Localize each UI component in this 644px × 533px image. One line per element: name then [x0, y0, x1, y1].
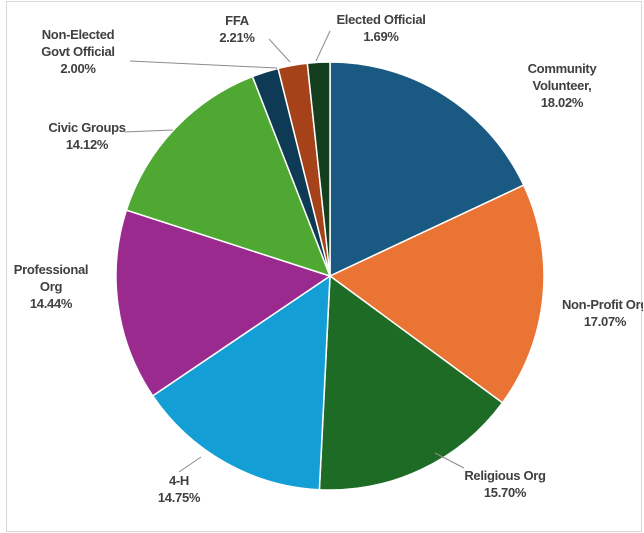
pie-chart: Community Volunteer, 18.02% Non-Profit Org 1… — [14, 12, 643, 505]
leader-lines — [124, 30, 465, 473]
pie-slice — [115, 209, 332, 397]
leader-line — [315, 30, 331, 62]
pie-slice — [125, 75, 332, 278]
pie-slice — [328, 184, 545, 404]
pie-slices — [115, 61, 545, 491]
leader-line — [129, 60, 278, 69]
leader-line — [178, 456, 202, 473]
leader-line — [268, 38, 291, 63]
leader-line — [124, 129, 174, 133]
pie-slice — [318, 274, 504, 491]
data-label: Community Volunteer, 18.02% — [528, 61, 598, 110]
pie-slice — [151, 274, 331, 491]
data-label: Non-Profit Org 17.07% — [562, 297, 643, 329]
data-labels: Community Volunteer, 18.02% Non-Profit Org 1… — [14, 12, 643, 505]
data-label: Religious Org 15.70% — [464, 468, 546, 500]
data-label: FFA 2.21% — [219, 13, 255, 45]
pie-slice — [329, 61, 525, 278]
data-label: 4-H 14.75% — [158, 473, 201, 505]
pie-slice — [306, 61, 331, 277]
data-label: Professional Org 14.44% — [14, 262, 88, 311]
data-label: Civic Groups 14.12% — [48, 120, 125, 152]
data-label: Non-Elected Govt Official 2.00% — [41, 27, 114, 76]
leader-line — [434, 452, 465, 469]
chart-area: Community Volunteer, 18.02% Non-Profit Org 1… — [6, 1, 643, 532]
data-label: Elected Official 1.69% — [336, 12, 425, 44]
